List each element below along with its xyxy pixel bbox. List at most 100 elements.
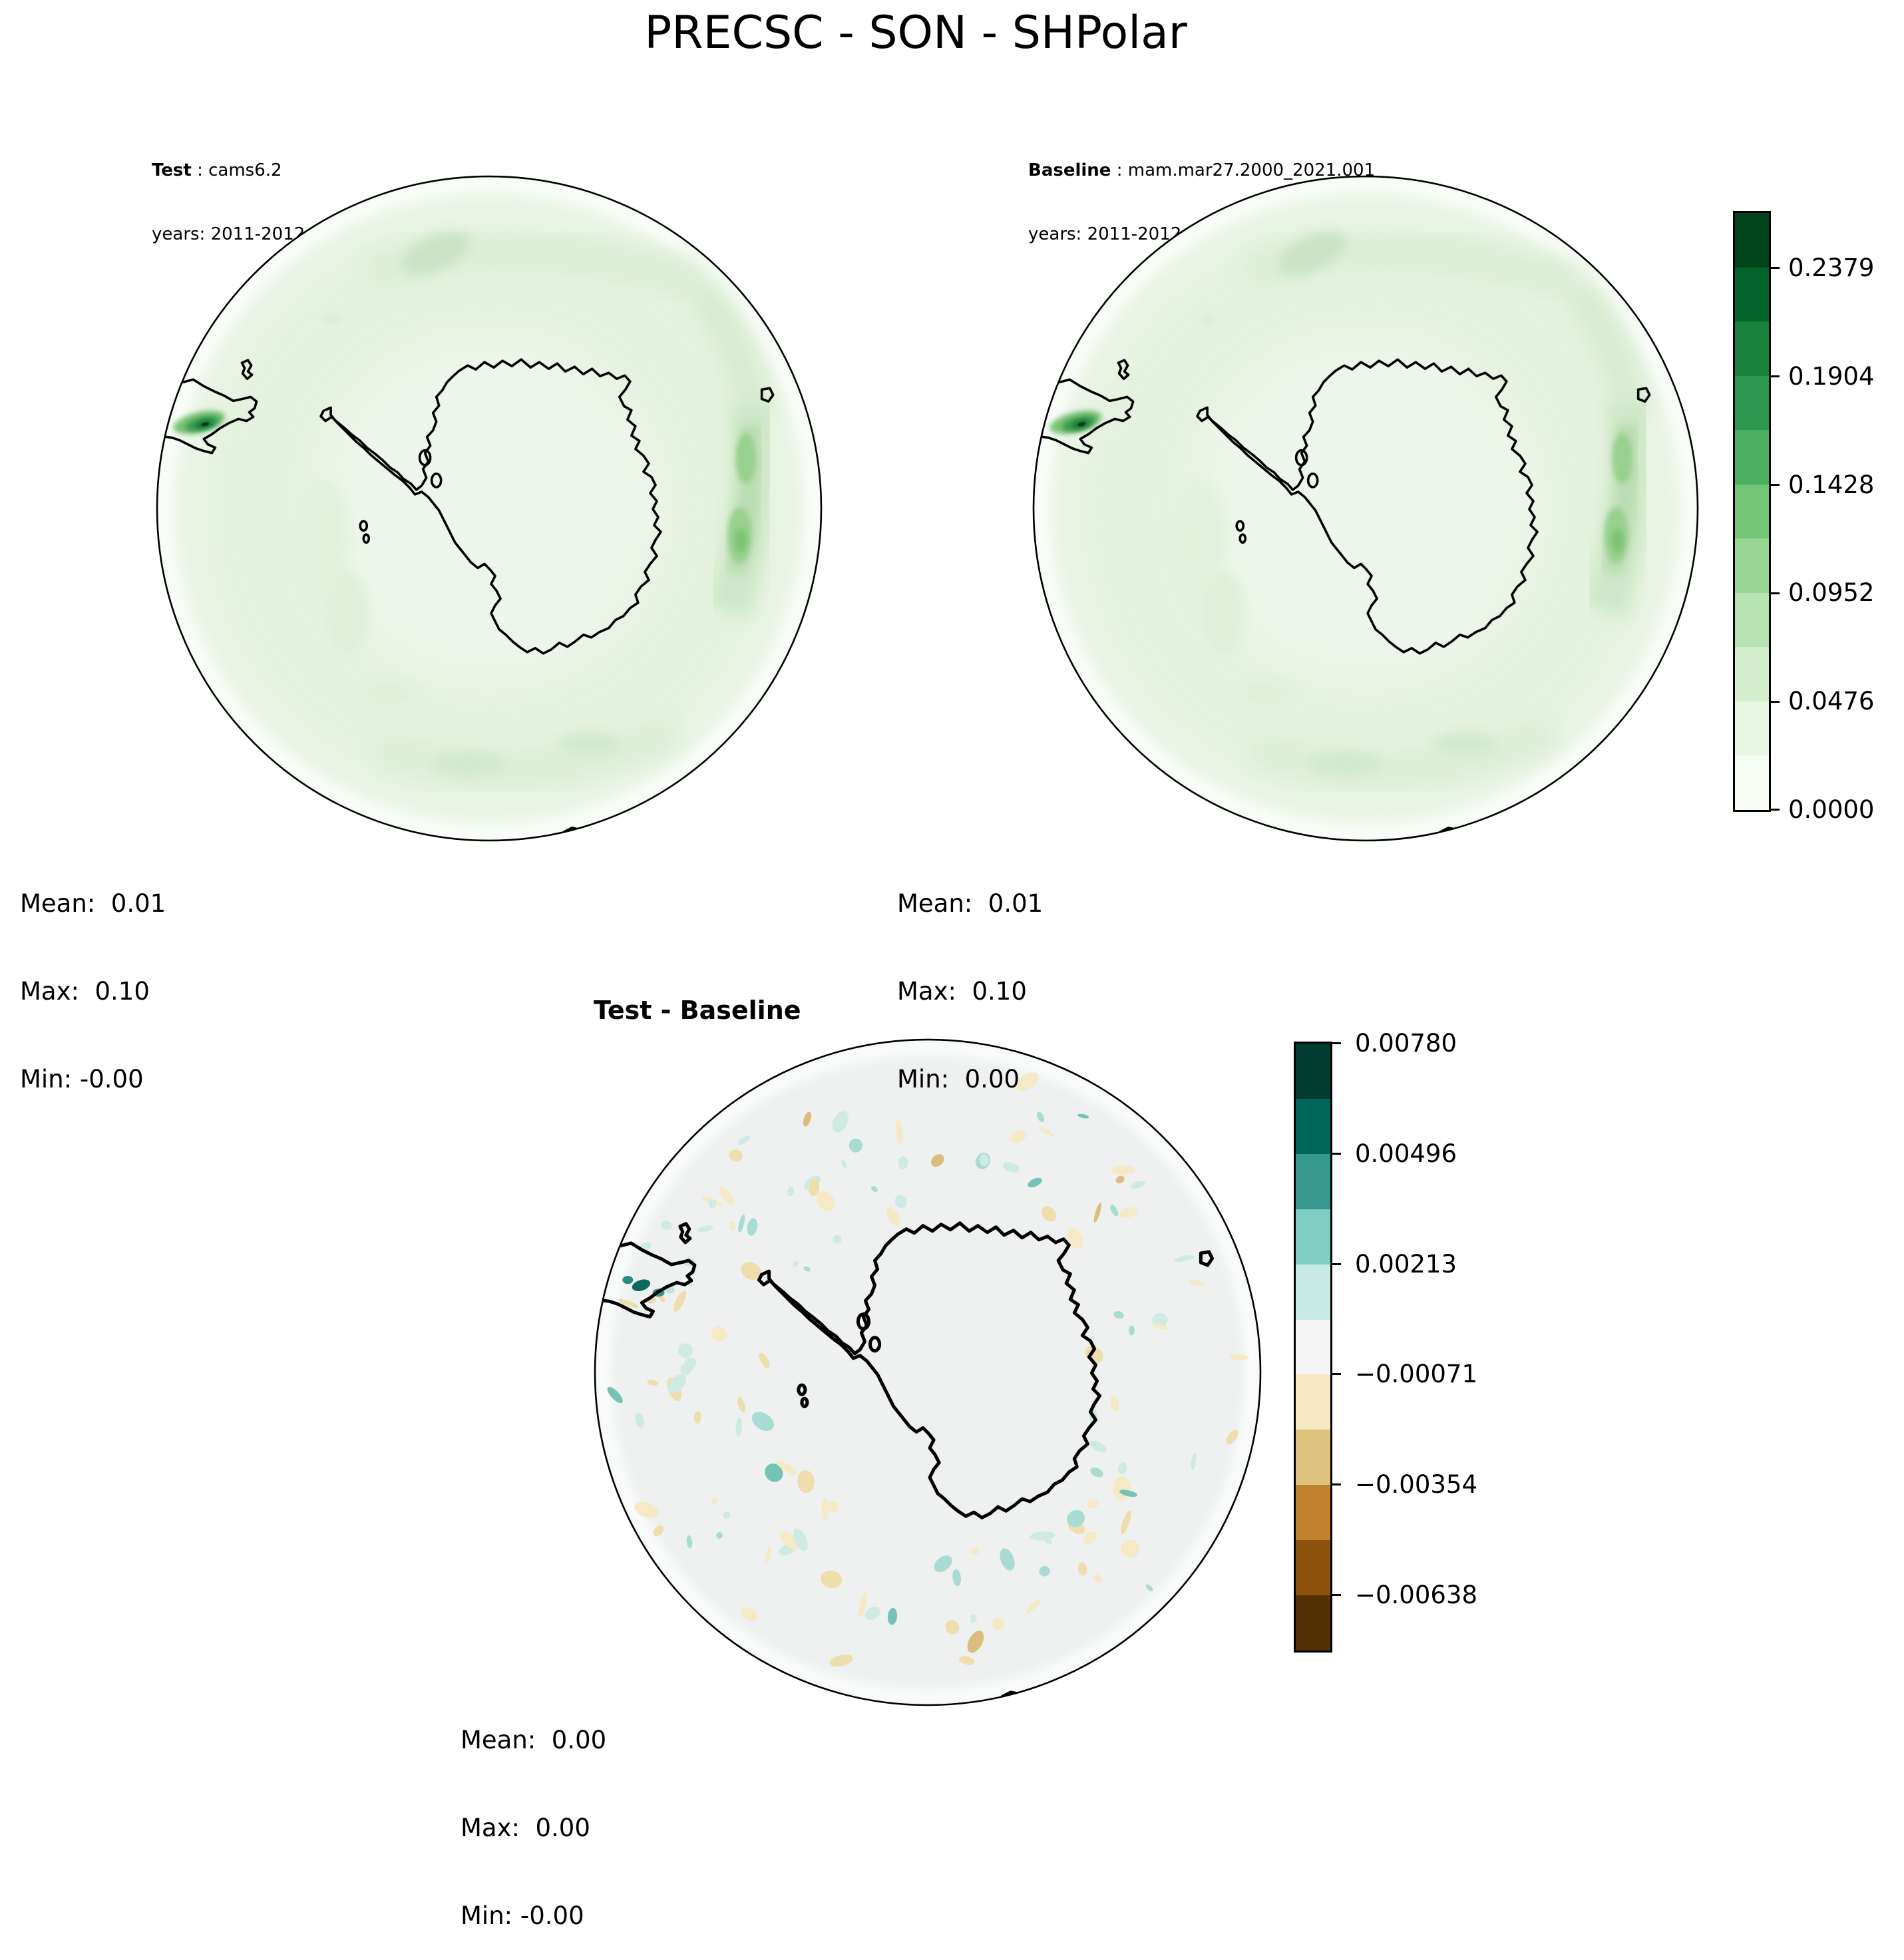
diff-speckle	[952, 1569, 962, 1587]
diff-speckle	[737, 1135, 751, 1145]
colorbar-diff-tick	[1330, 1373, 1341, 1375]
diff-speckle	[793, 1261, 799, 1267]
diff-speckle	[832, 1111, 849, 1133]
colorbar-segment	[1296, 1595, 1330, 1651]
diff-speckle	[723, 1511, 731, 1519]
diff-speckle	[1117, 1462, 1127, 1474]
diff-speckle	[1011, 1129, 1026, 1143]
colorbar-segment	[1296, 1374, 1330, 1430]
panel-label-baseline: Baseline : mam.mar27.2000_2021.001 years…	[1028, 117, 1375, 266]
test-map-boundary-circle	[156, 175, 823, 842]
diff-speckle	[1110, 1165, 1135, 1175]
diff-speckle	[1131, 1181, 1145, 1189]
diff-speckle	[1000, 1548, 1015, 1571]
colorbar-segment	[1735, 484, 1769, 539]
diff-speckle	[1043, 1537, 1052, 1545]
diff-speckle	[747, 1218, 758, 1236]
colorbar-segment	[1735, 213, 1769, 268]
diff-speckle	[684, 1357, 697, 1370]
diff-panel-title: Test - Baseline	[594, 996, 801, 1025]
diff-speckle	[1145, 1584, 1153, 1591]
diff-speckle	[1016, 1072, 1039, 1091]
colorbar-segment	[1735, 375, 1769, 431]
diff-speckle	[1090, 1440, 1107, 1453]
diff-speckle	[1036, 1111, 1045, 1122]
colorbar-main-tick	[1769, 267, 1780, 269]
diff-speckle	[729, 1221, 735, 1231]
diff-speckle	[607, 1386, 623, 1404]
diff-speckle	[1039, 1127, 1055, 1137]
stats-test-min: Min: -0.00	[20, 1065, 144, 1093]
diff-speckle	[1110, 1396, 1119, 1412]
diff-speckle	[693, 1411, 701, 1424]
diff-speckle-field	[607, 1072, 1249, 1667]
stats-test: Mean: 0.01 Max: 0.10 Min: -0.00	[20, 831, 166, 1123]
stats-diff: Mean: 0.00 Max: 0.00 Min: -0.00	[461, 1667, 606, 1960]
diff-speckle	[970, 1547, 980, 1555]
diff-speckle	[841, 1159, 847, 1168]
diff-speckle	[970, 1614, 977, 1623]
colorbar-diff-tick	[1330, 1263, 1341, 1265]
map-baseline-panel	[1032, 175, 1699, 842]
diff-speckle	[1067, 1509, 1085, 1527]
diff-speckle	[992, 1617, 1005, 1631]
diff-speckle	[1115, 1175, 1125, 1184]
stats-test-max: Max: 0.10	[20, 977, 150, 1006]
diff-speckle	[871, 1185, 878, 1193]
baseline-map-field	[1032, 176, 1698, 841]
diff-speckle	[738, 1214, 745, 1233]
colorbar-main-tick-label: 0.0476	[1788, 687, 1875, 715]
colorbar-segment	[1735, 267, 1769, 322]
colorbar-main-tick-label: 0.0000	[1788, 795, 1875, 824]
diff-speckle	[719, 1187, 735, 1205]
diff-speckle	[833, 1235, 842, 1244]
diff-speckle	[667, 1374, 687, 1393]
colorbar-diff-tick-label: −0.00354	[1355, 1470, 1478, 1499]
colorbar-main-tick	[1769, 592, 1780, 594]
diff-speckle	[686, 1535, 693, 1549]
colorbar-segment	[1296, 1264, 1330, 1320]
colorbar-segment	[1296, 1098, 1330, 1154]
diff-speckle	[896, 1119, 903, 1144]
diff-speckle	[934, 1555, 952, 1573]
diff-speckle	[1113, 1311, 1124, 1319]
colorbar-diff	[1294, 1042, 1332, 1653]
diff-speckle	[1039, 1565, 1050, 1577]
diff-speckle	[779, 1531, 800, 1550]
stats-diff-max: Max: 0.00	[461, 1814, 590, 1842]
diff-speckle	[821, 1498, 829, 1521]
colorbar-segment	[1296, 1430, 1330, 1485]
diff-speckle	[647, 1379, 659, 1386]
diff-speckle	[787, 1187, 795, 1197]
panel-label-baseline-line1: Baseline : mam.mar27.2000_2021.001	[1028, 160, 1375, 181]
diff-speckle	[829, 1655, 853, 1667]
diff-speckle	[677, 1343, 693, 1358]
colorbar-segment	[1296, 1044, 1330, 1099]
panel-label-test-run: : cams6.2	[191, 160, 282, 180]
diff-speckle	[741, 1607, 757, 1621]
diff-speckle	[1087, 1499, 1099, 1508]
diff-speckle	[797, 1470, 815, 1493]
diff-speckle	[635, 1412, 645, 1428]
map-test-panel	[155, 175, 823, 842]
diff-speckle	[1150, 1323, 1170, 1330]
diff-speckle	[803, 1266, 811, 1272]
stats-test-mean: Mean: 0.01	[20, 889, 166, 918]
panel-label-baseline-years: years: 2011-2012	[1028, 224, 1182, 244]
diff-speckle	[765, 1546, 771, 1563]
diff-speckle	[1121, 1539, 1140, 1557]
diff-speckle	[1003, 1162, 1020, 1173]
colorbar-segment	[1735, 592, 1769, 648]
colorbar-segment	[1296, 1319, 1330, 1375]
diff-speckle	[898, 1156, 908, 1169]
diff-speckle	[708, 1199, 717, 1209]
colorbar-main-tick	[1769, 484, 1780, 486]
diff-speckle	[765, 1464, 783, 1482]
diff-speckle	[661, 1221, 672, 1231]
test-map-field	[155, 176, 821, 841]
colorbar-segment	[1735, 701, 1769, 756]
diff-speckle	[967, 1631, 984, 1653]
colorbar-segment	[1735, 647, 1769, 701]
page-title: PRECSC - SON - SHPolar	[644, 7, 1187, 59]
colorbar-segment	[1735, 321, 1769, 376]
